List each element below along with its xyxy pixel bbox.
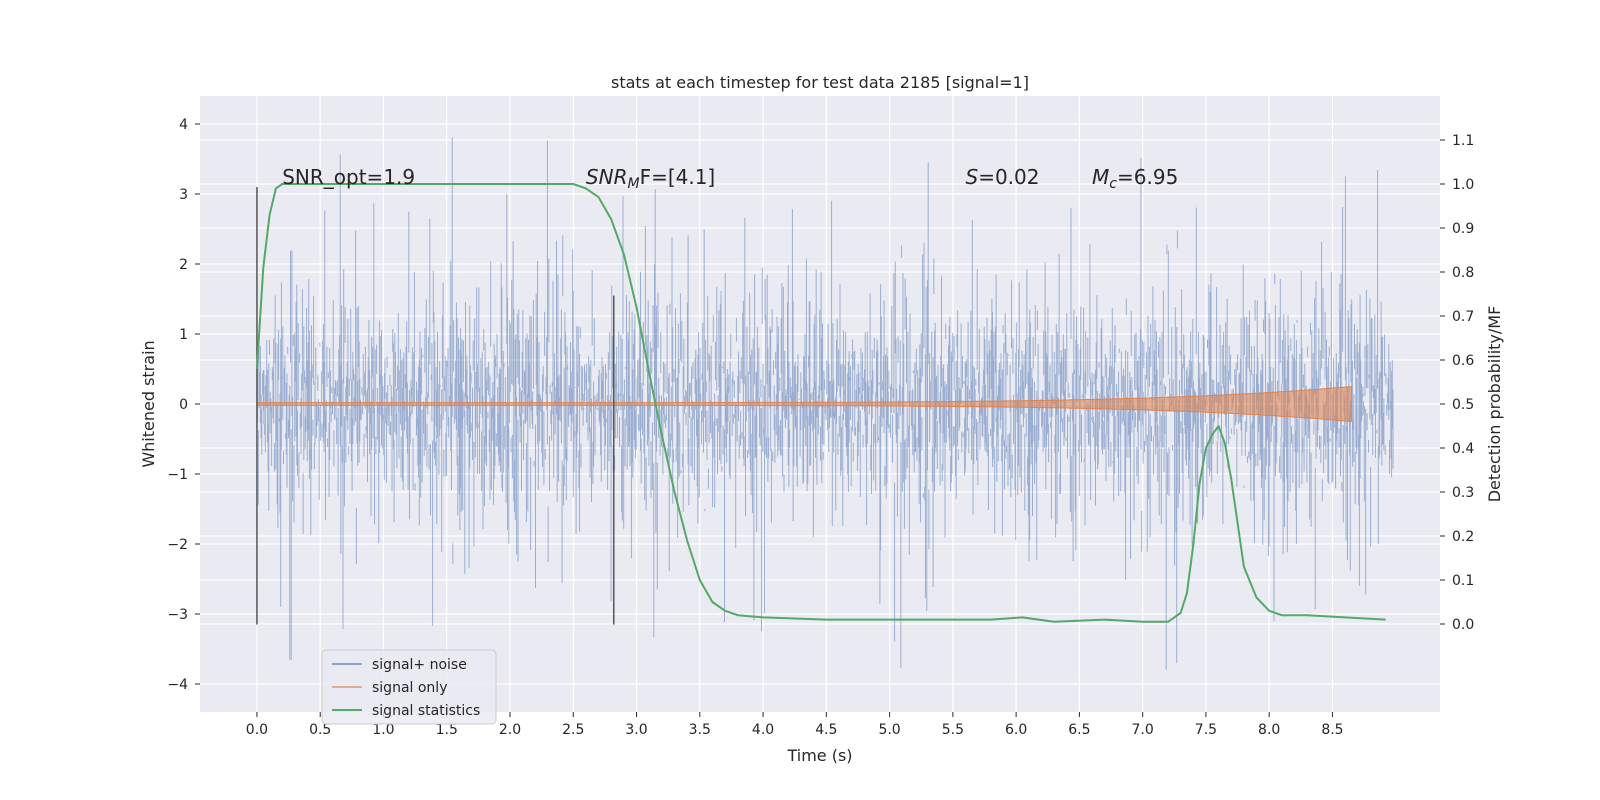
x-tick-label: 4.0 — [752, 722, 774, 738]
x-tick-label: 3.0 — [625, 722, 647, 738]
x-tick-label: 4.5 — [815, 722, 837, 738]
y-right-tick-label: 0.2 — [1452, 529, 1474, 545]
y-right-tick-label: 0.4 — [1452, 441, 1474, 457]
x-tick-label: 8.0 — [1258, 722, 1280, 738]
tick-labels: 0.0 0.5 1.0 1.5 2.0 2.5 3.0 3.5 4.0 4.5 5.0 5.5 6.0 6… — [167, 117, 1474, 738]
y-left-tick-label: −1 — [167, 467, 188, 483]
annotations: SNR_opt=1.9 SNRMF=[4.1] S=0.02 Mc=6.95 — [282, 165, 1178, 192]
x-tick-label: 0.5 — [309, 722, 331, 738]
y-right-tick-label: 0.8 — [1452, 265, 1474, 281]
y-left-tick-label: 2 — [179, 257, 188, 273]
y-right-tick-label: 0.6 — [1452, 353, 1474, 369]
annotation-snr-opt: SNR_opt=1.9 — [282, 165, 415, 189]
y-axis-left-label: Whitened strain — [139, 340, 158, 467]
y-right-tick-label: 0.5 — [1452, 397, 1474, 413]
x-tick-label: 6.5 — [1068, 722, 1090, 738]
series-signal-only — [256, 385, 1352, 423]
y-left-tick-label: 0 — [179, 397, 188, 413]
annotation-mc: Mc=6.95 — [1092, 165, 1178, 192]
annotation-s: S=0.02 — [966, 165, 1040, 189]
y-right-tick-label: 1.0 — [1452, 177, 1474, 193]
x-tick-label: 0.0 — [246, 722, 268, 738]
signal-only-line — [256, 385, 1352, 423]
x-tick-label: 7.0 — [1132, 722, 1154, 738]
y-axis-right-label: Detection probability/MF — [1485, 306, 1504, 503]
y-right-tick-label: 0.9 — [1452, 221, 1474, 237]
signal-statistics-line — [255, 183, 1386, 623]
x-tick-label: 5.5 — [942, 722, 964, 738]
vertical-markers — [256, 187, 615, 625]
legend-label: signal only — [372, 680, 447, 696]
y-right-tick-label: 0.0 — [1452, 617, 1474, 633]
x-tick-label: 5.0 — [878, 722, 900, 738]
x-tick-label: 8.5 — [1321, 722, 1343, 738]
x-tick-label: 6.0 — [1005, 722, 1027, 738]
y-right-tick-label: 0.3 — [1452, 485, 1474, 501]
legend-box — [321, 649, 497, 725]
y-left-tick-label: 3 — [179, 187, 188, 203]
legend-label: signal+ noise — [372, 657, 467, 673]
chart-title: stats at each timestep for test data 218… — [611, 73, 1029, 92]
series-signal-statistics — [255, 183, 1386, 623]
y-left-tick-label: 4 — [179, 117, 188, 133]
x-tick-label: 1.5 — [436, 722, 458, 738]
x-tick-label: 1.0 — [372, 722, 394, 738]
x-tick-label: 2.0 — [499, 722, 521, 738]
y-left-tick-label: 1 — [179, 327, 188, 343]
x-axis-label: Time (s) — [786, 746, 852, 765]
x-tick-label: 2.5 — [562, 722, 584, 738]
y-right-tick-label: 0.1 — [1452, 573, 1474, 589]
y-left-tick-label: −3 — [167, 607, 188, 623]
y-left-tick-label: −4 — [167, 677, 188, 693]
y-left-tick-label: −2 — [167, 537, 188, 553]
y-right-tick-label: 0.7 — [1452, 309, 1474, 325]
legend: signal+ noise signal only signal statistic… — [321, 649, 497, 725]
x-tick-label: 7.5 — [1195, 722, 1217, 738]
annotation-snr-mf: SNRMF=[4.1] — [586, 165, 715, 192]
x-tick-label: 3.5 — [689, 722, 711, 738]
legend-label: signal statistics — [372, 703, 480, 719]
y-right-tick-label: 1.1 — [1452, 133, 1474, 149]
